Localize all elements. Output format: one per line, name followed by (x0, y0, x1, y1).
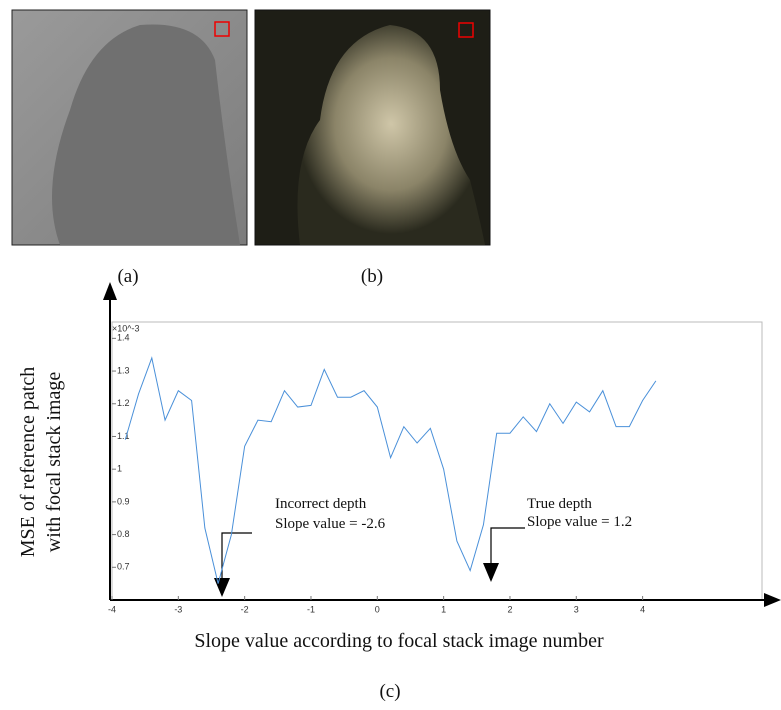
y-tick-label: 0.7 (117, 562, 130, 572)
annotation: Slope value = -2.6 (275, 516, 386, 532)
y-multiplier: ×10^-3 (112, 323, 140, 333)
data-line (124, 356, 657, 584)
image-b (254, 9, 491, 246)
y-tick-label: 0.8 (117, 529, 130, 539)
y-tick-label: 1.4 (117, 333, 130, 343)
panel-label: (a) (117, 266, 138, 287)
annotation-arrow (490, 527, 525, 565)
annotation-arrow (214, 578, 230, 597)
panel-label: (c) (379, 681, 400, 702)
panel-label: (b) (361, 266, 383, 287)
x-tick-label: 3 (574, 604, 579, 614)
x-tick-label: 4 (640, 604, 645, 614)
x-arrow (764, 593, 781, 607)
annotation-arrow (221, 532, 252, 580)
x-label: Slope value according to focal stack ima… (194, 630, 604, 652)
y-tick-label: 1.3 (117, 365, 130, 375)
annotation: Slope value = 1.2 (527, 514, 632, 530)
x-tick-label: 1 (441, 604, 446, 614)
annotation-arrow (483, 563, 499, 582)
annotation: True depth (527, 496, 592, 512)
annotation: Incorrect depth (275, 496, 367, 512)
y-tick-label: 1.2 (117, 398, 130, 408)
x-tick-label: -4 (108, 604, 116, 614)
image-a (11, 9, 248, 246)
y-tick-label: 0.9 (117, 496, 130, 506)
x-tick-label: -2 (241, 604, 249, 614)
y-tick-label: 1 (117, 464, 122, 474)
x-tick-label: -3 (174, 604, 182, 614)
y-tick-label: 1.1 (117, 431, 130, 441)
x-tick-label: 2 (507, 604, 512, 614)
y-label: MSE of reference patch (17, 367, 39, 557)
x-tick-label: 0 (375, 604, 380, 614)
x-tick-label: -1 (307, 604, 315, 614)
y-arrow (103, 282, 117, 300)
plot-frame (111, 321, 763, 601)
y-label: with focal stack image (43, 372, 65, 553)
